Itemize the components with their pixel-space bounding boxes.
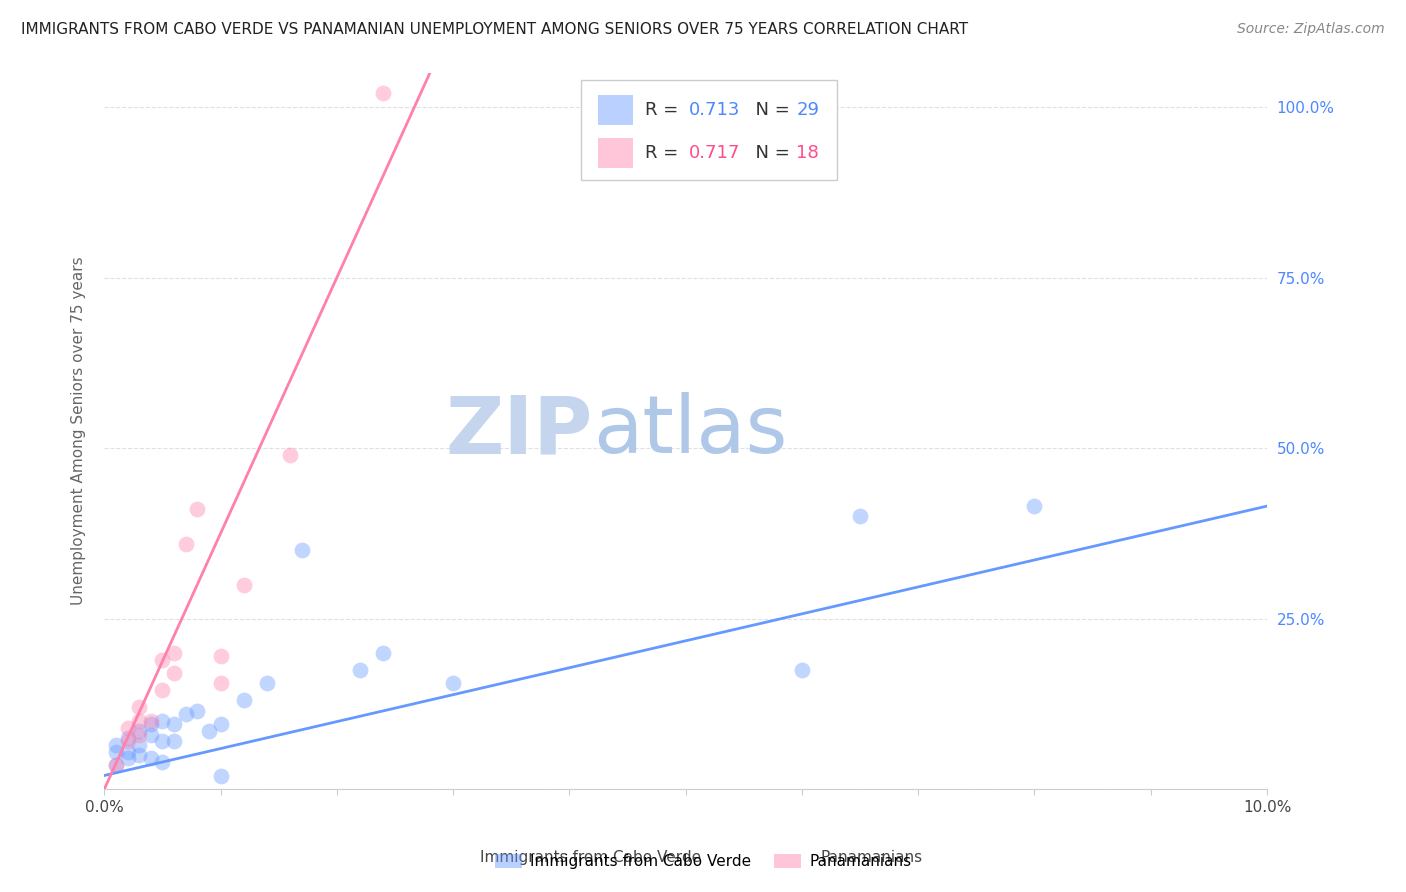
Point bbox=[849, 509, 872, 524]
Bar bbox=[599, 95, 633, 125]
Point bbox=[163, 646, 186, 660]
Point bbox=[349, 663, 371, 677]
Y-axis label: Unemployment Among Seniors over 75 years: Unemployment Among Seniors over 75 years bbox=[72, 257, 86, 606]
Point bbox=[139, 728, 162, 742]
Point bbox=[256, 676, 278, 690]
Point bbox=[441, 676, 464, 690]
Text: ZIP: ZIP bbox=[446, 392, 593, 470]
Point bbox=[117, 734, 139, 748]
Point bbox=[291, 543, 314, 558]
Point bbox=[232, 577, 254, 591]
Text: IMMIGRANTS FROM CABO VERDE VS PANAMANIAN UNEMPLOYMENT AMONG SENIORS OVER 75 YEAR: IMMIGRANTS FROM CABO VERDE VS PANAMANIAN… bbox=[21, 22, 969, 37]
Text: atlas: atlas bbox=[593, 392, 787, 470]
Text: Panamanians: Panamanians bbox=[821, 850, 922, 865]
Point bbox=[128, 700, 150, 714]
Point bbox=[186, 704, 208, 718]
Point bbox=[152, 755, 174, 769]
Point bbox=[104, 745, 127, 759]
Point bbox=[117, 721, 139, 735]
Point bbox=[128, 747, 150, 762]
Text: R =: R = bbox=[645, 101, 683, 119]
Point bbox=[790, 663, 813, 677]
Legend: Immigrants from Cabo Verde, Panamanians: Immigrants from Cabo Verde, Panamanians bbox=[489, 847, 917, 875]
Point bbox=[1024, 499, 1046, 513]
Point bbox=[117, 751, 139, 765]
Point bbox=[209, 717, 232, 731]
Point bbox=[232, 693, 254, 707]
Point bbox=[152, 734, 174, 748]
Text: Immigrants from Cabo Verde: Immigrants from Cabo Verde bbox=[479, 850, 702, 865]
Point bbox=[104, 738, 127, 752]
Point bbox=[152, 714, 174, 728]
Point bbox=[209, 649, 232, 664]
Point bbox=[128, 738, 150, 752]
Point bbox=[117, 731, 139, 745]
Point bbox=[104, 758, 127, 772]
Point bbox=[104, 758, 127, 772]
Point bbox=[163, 734, 186, 748]
Point bbox=[128, 728, 150, 742]
Point bbox=[139, 751, 162, 765]
Point bbox=[373, 646, 395, 660]
FancyBboxPatch shape bbox=[581, 80, 837, 180]
Point bbox=[209, 768, 232, 782]
Point bbox=[139, 714, 162, 728]
Point bbox=[174, 536, 197, 550]
Point bbox=[174, 707, 197, 722]
Point bbox=[278, 448, 301, 462]
Text: 0.717: 0.717 bbox=[689, 144, 741, 161]
Text: R =: R = bbox=[645, 144, 683, 161]
Text: Source: ZipAtlas.com: Source: ZipAtlas.com bbox=[1237, 22, 1385, 37]
Text: 29: 29 bbox=[796, 101, 820, 119]
Point bbox=[209, 676, 232, 690]
Point bbox=[139, 717, 162, 731]
Point bbox=[128, 714, 150, 728]
Text: N =: N = bbox=[744, 101, 796, 119]
Point bbox=[198, 724, 221, 739]
Text: N =: N = bbox=[744, 144, 796, 161]
Bar bbox=[599, 137, 633, 168]
Point bbox=[186, 502, 208, 516]
Point bbox=[152, 683, 174, 698]
Point bbox=[163, 717, 186, 731]
Point bbox=[152, 652, 174, 666]
Text: 0.713: 0.713 bbox=[689, 101, 741, 119]
Point bbox=[373, 87, 395, 101]
Point bbox=[163, 666, 186, 681]
Point bbox=[128, 724, 150, 739]
Text: 18: 18 bbox=[796, 144, 818, 161]
Point bbox=[117, 745, 139, 759]
